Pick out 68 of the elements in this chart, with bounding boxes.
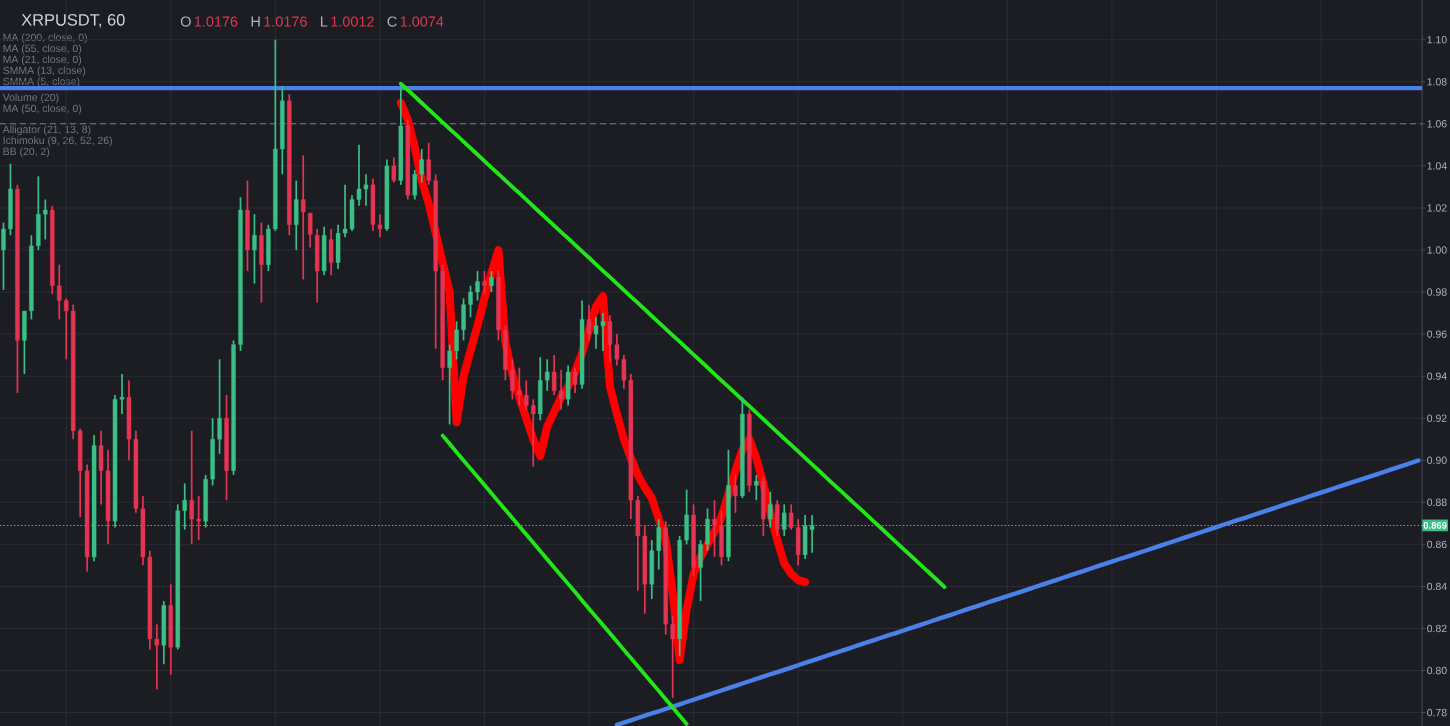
y-tick-label: 0.84	[1427, 582, 1447, 591]
text: XRPUSDT, 60	[21, 14, 125, 28]
y-tick-label: 0.88	[1427, 498, 1447, 506]
candlestick	[733, 474, 738, 514]
candlestick	[531, 398, 536, 468]
y-tick-label: 0.82	[1427, 624, 1447, 633]
y-tick-label: 0.78	[1427, 708, 1447, 717]
candlestick	[524, 379, 529, 411]
y-tick-label: 1.02	[1427, 204, 1447, 212]
candlestick	[517, 366, 522, 407]
y-tick-label: 0.96	[1427, 330, 1447, 338]
y-tick-label: 0.98	[1427, 288, 1447, 296]
y-tick-label: 1.08	[1427, 78, 1447, 86]
candlestick	[586, 303, 592, 342]
candlestick	[196, 495, 201, 541]
annotation: Ichimoku (9, 26, 52, 26)	[3, 136, 112, 147]
candlestick	[43, 198, 48, 241]
candlestick	[1, 221, 6, 291]
annotation: MA (55, close, 0)	[3, 44, 82, 55]
annotation: MA (200, close, 0)	[3, 33, 87, 44]
line-series	[440, 433, 689, 726]
candlestick	[781, 503, 787, 537]
candlestick	[670, 614, 675, 699]
annotation: 1.0176	[264, 16, 307, 27]
y-tick-label: 1.00	[1427, 246, 1447, 254]
annotation: 1.0012	[331, 16, 374, 27]
annotation: O	[180, 16, 191, 27]
candlestick	[252, 213, 257, 285]
y-tick-label: 1.10	[1427, 36, 1447, 44]
candlestick	[391, 156, 397, 184]
y-tick-label: 1.04	[1427, 162, 1447, 170]
y-tick-label: 0.86	[1427, 540, 1447, 549]
line-series	[398, 81, 947, 589]
y-tick-label: 0.90	[1427, 456, 1447, 464]
ref-line-label: 0.869	[1423, 522, 1447, 529]
candlestick	[482, 270, 487, 295]
candlestick	[189, 429, 194, 546]
annotation: 1.0074	[400, 16, 444, 27]
annotation: 1.0176	[194, 16, 238, 27]
candlestick	[328, 228, 334, 277]
annotation: Volume (20)	[2, 93, 59, 104]
annotation: MA (21, close, 0)	[3, 55, 82, 66]
annotation: BB (20, 2)	[3, 147, 50, 158]
candlestick	[447, 343, 452, 426]
candlestick	[712, 499, 717, 558]
annotation: SMMA (13, close)	[3, 66, 86, 77]
annotation: C	[387, 16, 397, 27]
y-tick-label: 1.06	[1427, 120, 1447, 128]
y-tick-label: 0.92	[1427, 414, 1447, 422]
line-series	[614, 458, 1421, 726]
candlestick	[572, 366, 578, 394]
annotation: MA (50, close, 0)	[3, 104, 82, 115]
candlestick	[510, 358, 515, 401]
y-tick-label: 0.80	[1427, 666, 1447, 675]
candlestick	[412, 169, 417, 201]
candlestick	[475, 270, 480, 302]
candlestick	[454, 320, 459, 361]
candlestick	[468, 284, 473, 319]
candlestick	[489, 270, 494, 293]
candlestick	[217, 358, 222, 455]
candlestick	[698, 539, 703, 602]
annotation: SMMA (5, close)	[3, 77, 80, 88]
candlestick	[426, 141, 431, 186]
y-tick-label: 0.94	[1427, 372, 1447, 380]
annotation: H	[251, 16, 260, 27]
annotation: L	[321, 16, 328, 27]
candlestick	[754, 474, 759, 502]
annotation: Alligator (21, 13, 8)	[2, 125, 91, 136]
